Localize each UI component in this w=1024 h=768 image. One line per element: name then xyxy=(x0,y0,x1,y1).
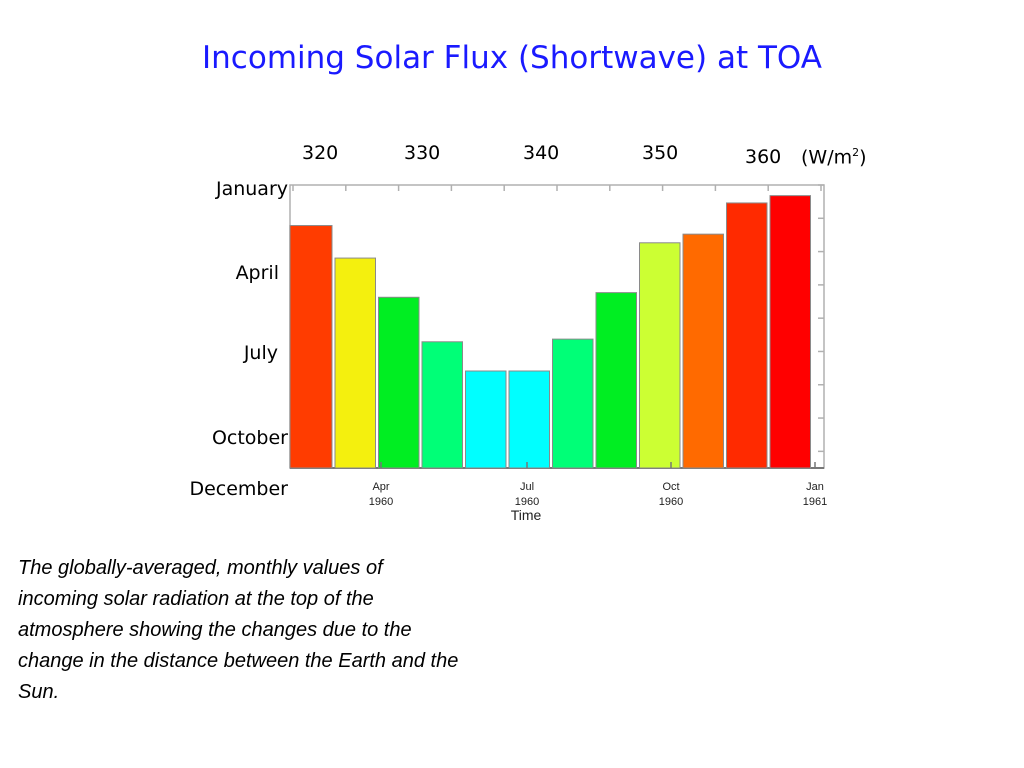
bar-jan-1960 xyxy=(289,225,333,469)
x-tick-month-label: Jul xyxy=(520,481,534,493)
bar-may-1960 xyxy=(465,370,507,469)
slide-title: Incoming Solar Flux (Shortwave) at TOA xyxy=(202,40,822,76)
bar-aug-1960 xyxy=(595,292,637,469)
chart-bars xyxy=(289,195,811,469)
bar-jul-1960 xyxy=(552,338,594,469)
bar-sep-1960 xyxy=(639,242,681,469)
bar-oct-1960 xyxy=(682,233,724,469)
chart-x-ticks: Apr 1960 Jul 1960 Oct 1960 Jan 1961 Time xyxy=(369,462,827,523)
unit-superscript: 2 xyxy=(852,146,860,159)
month-label-january: January xyxy=(215,178,288,200)
unit-prefix: (W/m xyxy=(801,146,853,169)
top-scale-tick: 330 xyxy=(404,142,441,164)
month-label-october: October xyxy=(211,427,288,449)
bar-jun-1960 xyxy=(508,370,550,469)
x-tick-month-label: Jan xyxy=(806,481,824,493)
top-scale-tick: 320 xyxy=(302,142,339,164)
top-scale-tick: 350 xyxy=(642,142,679,164)
x-tick-year-label: 1960 xyxy=(515,496,539,508)
top-scale-tick: 360 xyxy=(745,146,782,168)
top-scale-tick: 340 xyxy=(523,142,560,164)
chart-caption: The globally-averaged, monthly values of… xyxy=(18,557,459,703)
unit-label: (W/m2) xyxy=(801,146,867,168)
x-tick-year-label: 1960 xyxy=(369,496,393,508)
bar-feb-1960 xyxy=(334,257,376,469)
month-label-december: December xyxy=(189,478,288,500)
x-tick-year-label: 1961 xyxy=(803,496,827,508)
bar-nov-1960 xyxy=(726,202,768,469)
bar-apr-1960 xyxy=(421,341,463,469)
x-axis-title: Time xyxy=(511,507,542,523)
x-tick-month-label: Apr xyxy=(372,481,389,493)
unit-suffix: ) xyxy=(859,146,867,169)
month-label-april: April xyxy=(235,262,279,284)
x-tick-year-label: 1960 xyxy=(659,496,683,508)
bar-mar-1960 xyxy=(378,296,420,469)
x-tick-month-label: Oct xyxy=(662,481,679,493)
month-label-july: July xyxy=(243,342,278,364)
bar-dec-1960 xyxy=(769,195,811,469)
